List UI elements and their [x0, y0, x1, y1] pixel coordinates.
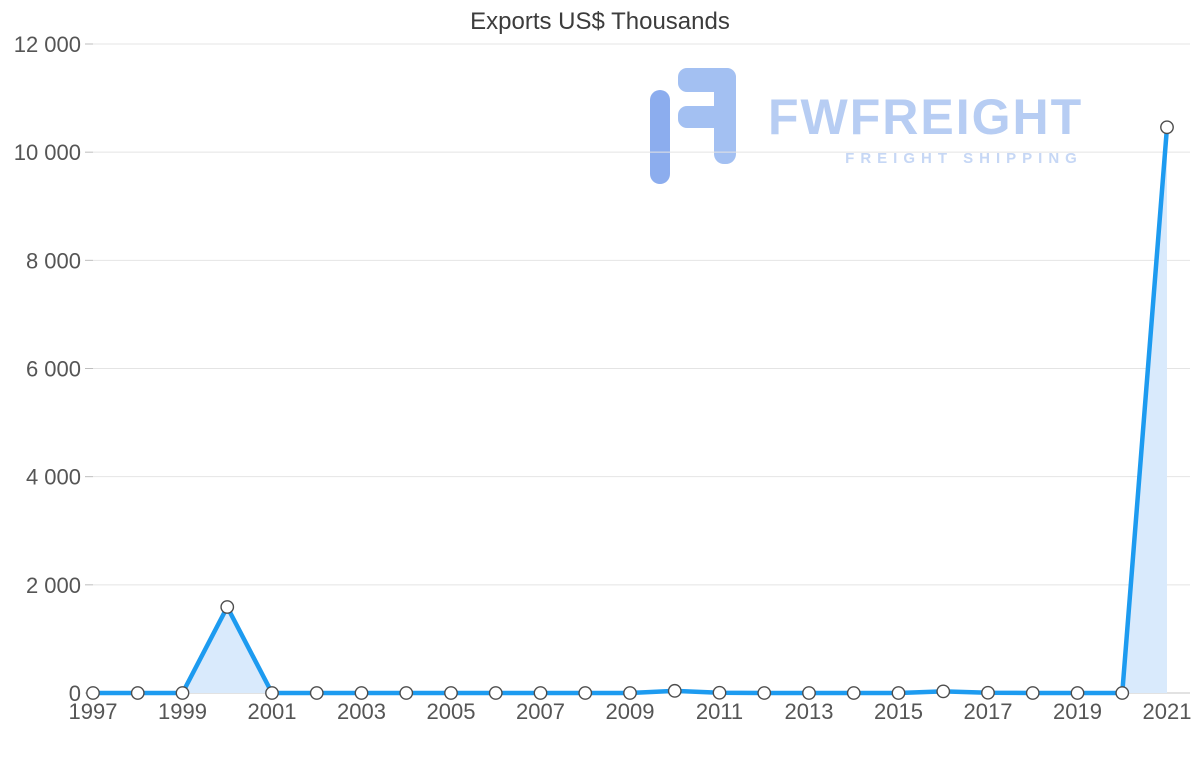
watermark-text: FWFREIGHT FREIGHT SHIPPING: [768, 92, 1160, 167]
data-point[interactable]: [86, 686, 100, 700]
data-point[interactable]: [802, 686, 816, 700]
x-axis-label: 2005: [427, 699, 476, 724]
data-point[interactable]: [1160, 120, 1174, 135]
y-axis-label: 6 000: [26, 357, 81, 382]
data-point[interactable]: [175, 686, 190, 700]
y-axis-label: 10 000: [14, 140, 81, 165]
area-fill: [93, 127, 1167, 693]
data-point[interactable]: [488, 686, 503, 700]
watermark: FWFREIGHT FREIGHT SHIPPING: [648, 68, 1160, 184]
data-point[interactable]: [1025, 686, 1040, 700]
x-axis-label: 2001: [248, 699, 297, 724]
fwfreight-logo-icon: [650, 68, 736, 184]
data-point[interactable]: [444, 686, 458, 700]
x-axis-label: 2015: [874, 699, 923, 724]
data-point[interactable]: [936, 684, 951, 699]
x-axis-label: 1999: [158, 699, 207, 724]
data-point[interactable]: [309, 686, 324, 700]
series-line: [90, 125, 1170, 696]
data-point[interactable]: [399, 686, 414, 700]
x-axis-label: 2017: [964, 699, 1013, 724]
data-point[interactable]: [578, 686, 593, 700]
watermark-brand: FWFREIGHT: [768, 89, 1084, 145]
y-axis-label: 4 000: [26, 465, 81, 490]
data-point[interactable]: [354, 686, 369, 700]
data-point[interactable]: [846, 686, 861, 700]
y-axis-label: 2 000: [26, 573, 81, 598]
data-point[interactable]: [623, 686, 637, 700]
data-point[interactable]: [712, 685, 727, 700]
x-axis-label: 2021: [1143, 699, 1192, 724]
x-axis-label: 2007: [516, 699, 565, 724]
x-axis-label: 2003: [337, 699, 386, 724]
x-axis-label: 2011: [696, 699, 743, 724]
data-point[interactable]: [220, 600, 235, 614]
y-axis-label: 0: [69, 681, 81, 706]
x-axis-label: 1997: [69, 699, 118, 724]
data-point[interactable]: [891, 686, 906, 700]
x-axis-label: 2019: [1053, 699, 1102, 724]
data-point[interactable]: [757, 686, 772, 700]
chart-title: Exports US$ Thousands: [470, 8, 730, 35]
data-point[interactable]: [1070, 686, 1085, 700]
y-axis-label: 8 000: [26, 248, 81, 273]
data-point[interactable]: [1115, 686, 1130, 700]
y-axis-label: 12 000: [14, 32, 81, 57]
x-axis-label: 2013: [785, 699, 834, 724]
data-point[interactable]: [265, 686, 279, 700]
data-point[interactable]: [981, 685, 995, 700]
watermark-tagline: FREIGHT SHIPPING: [845, 150, 1083, 167]
data-point[interactable]: [130, 686, 145, 700]
data-point[interactable]: [667, 683, 682, 698]
data-point[interactable]: [533, 686, 548, 700]
x-axis-label: 2009: [606, 699, 655, 724]
